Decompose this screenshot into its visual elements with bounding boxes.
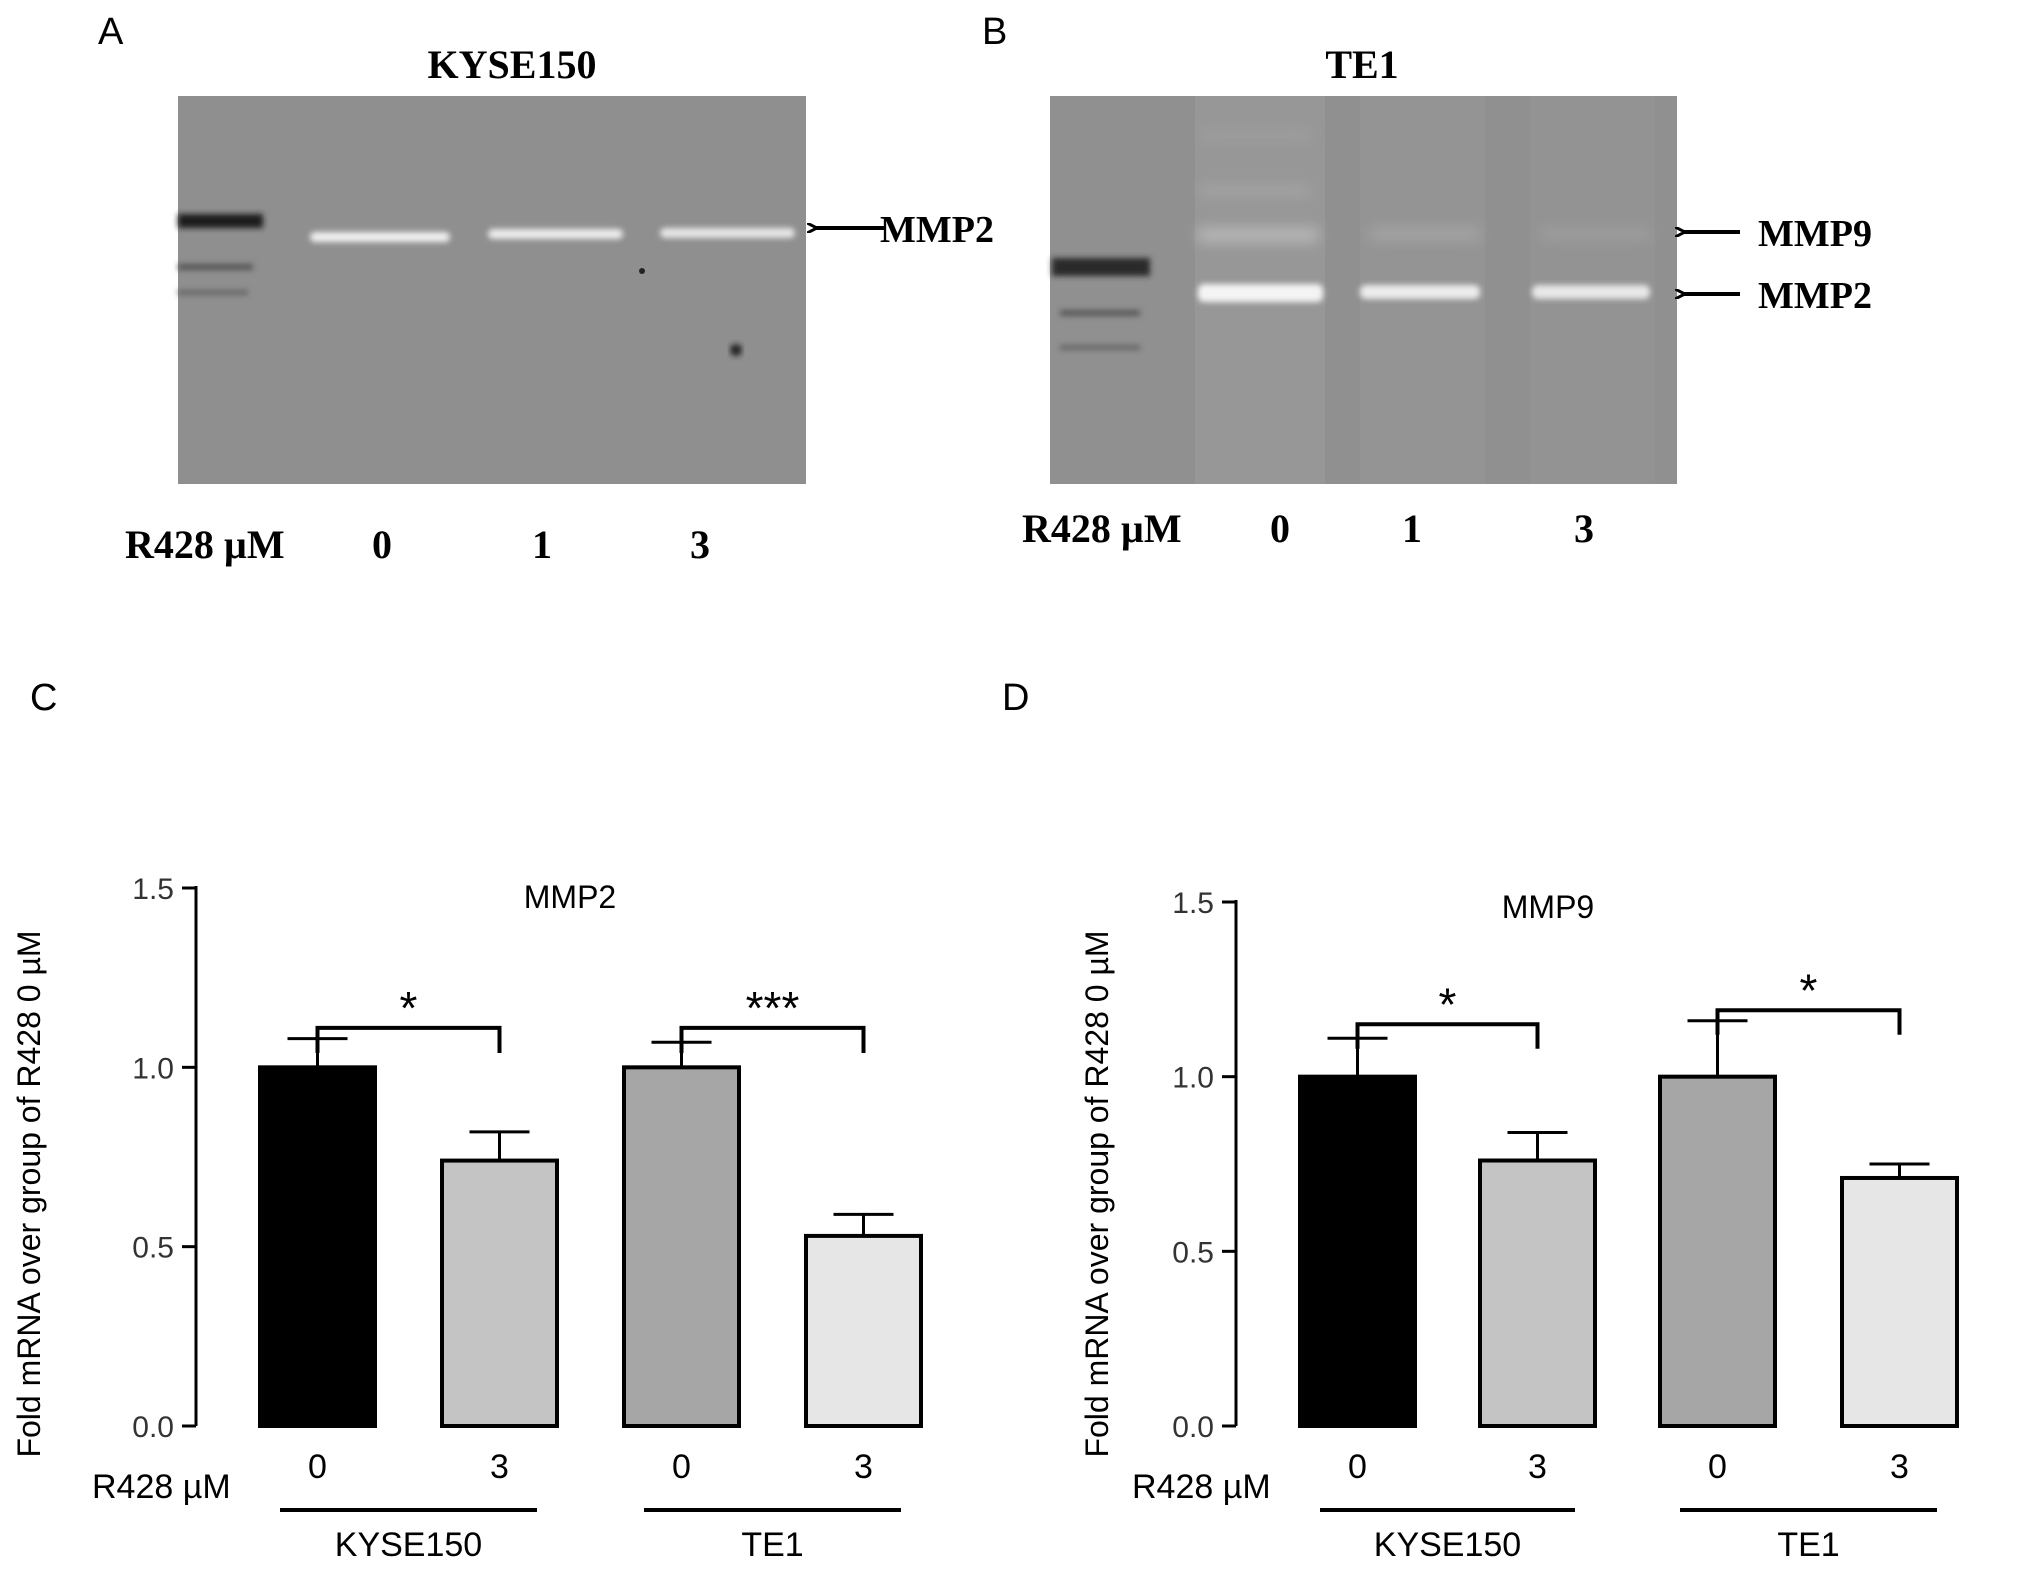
panel-letter-a: A bbox=[98, 11, 124, 53]
group-label: KYSE150 bbox=[335, 1526, 482, 1564]
ladder-band bbox=[178, 214, 263, 228]
panel-letter-c: C bbox=[30, 677, 57, 719]
group-label: TE1 bbox=[1777, 1526, 1839, 1564]
lane-label: 0 bbox=[1270, 506, 1290, 551]
band-label-mmp2: MMP2 bbox=[1758, 275, 1872, 317]
panel-b: B TE1 MMP9 MMP2 R428 µM 0 1 3 bbox=[982, 11, 1872, 551]
chart-title: MMP2 bbox=[524, 879, 616, 915]
x-category-label: 0 bbox=[672, 1448, 691, 1486]
x-category-label: 0 bbox=[308, 1448, 327, 1486]
band-mmp2-lane-1 bbox=[488, 229, 623, 239]
y-tick-label: 1.0 bbox=[1172, 1062, 1214, 1095]
band-mmp2-lane-0 bbox=[1198, 284, 1323, 302]
y-axis-label: Fold mRNA over group of R428 0 µM bbox=[1079, 930, 1115, 1457]
x-category-label: 0 bbox=[1708, 1448, 1727, 1486]
y-tick-label: 0.0 bbox=[1172, 1411, 1214, 1444]
band-mmp2-lane-1 bbox=[1360, 285, 1480, 299]
chart-mmp2: C MMP2 Fold mRNA over group of R428 0 µM… bbox=[11, 677, 923, 1564]
y-tick-label: 1.0 bbox=[132, 1052, 174, 1085]
group-label: TE1 bbox=[741, 1526, 803, 1564]
y-tick-label: 0.5 bbox=[132, 1232, 174, 1265]
x-axis-label: R428 µM bbox=[1132, 1468, 1271, 1506]
y-tick-label: 0.0 bbox=[132, 1411, 174, 1444]
lane-label: 3 bbox=[1574, 506, 1594, 551]
panel-letter-b: B bbox=[982, 11, 1007, 53]
lane-label: 1 bbox=[1402, 506, 1422, 551]
ladder-band bbox=[178, 290, 248, 295]
lane-axis-label-b: R428 µM bbox=[1022, 506, 1182, 551]
lane-axis-label-a: R428 µM bbox=[125, 522, 285, 567]
band-mmp2-lane-0 bbox=[310, 232, 450, 242]
x-category-label: 3 bbox=[490, 1448, 509, 1486]
significance-label: * bbox=[400, 982, 418, 1034]
band-mmp2-lane-3 bbox=[1532, 285, 1650, 299]
band-mmp9-lane-3 bbox=[1540, 228, 1650, 240]
x-category-label: 3 bbox=[854, 1448, 873, 1486]
gel-title-kyse150: KYSE150 bbox=[428, 42, 597, 87]
gel-title-te1: TE1 bbox=[1325, 42, 1398, 87]
significance-bracket bbox=[315, 1025, 502, 1053]
panel-letter-d: D bbox=[1002, 677, 1029, 719]
significance-bracket bbox=[1355, 1022, 1540, 1049]
bar bbox=[258, 1065, 377, 1429]
significance-label: * bbox=[1439, 978, 1457, 1030]
ladder-band bbox=[1060, 310, 1140, 316]
bar bbox=[440, 1158, 559, 1428]
significance-label: * bbox=[1800, 964, 1818, 1016]
chart-mmp9: D MMP9 Fold mRNA over group of R428 0 µM… bbox=[1002, 677, 1959, 1564]
significance-bracket bbox=[1715, 1008, 1902, 1035]
y-axis-label: Fold mRNA over group of R428 0 µM bbox=[11, 930, 47, 1457]
gel-a-image bbox=[178, 96, 806, 484]
band-mmp2-lane-3 bbox=[660, 228, 795, 238]
band-mmp9-lane-0 bbox=[1198, 228, 1318, 242]
bar bbox=[1658, 1074, 1777, 1428]
bar bbox=[1478, 1158, 1597, 1429]
lane-label: 0 bbox=[372, 522, 392, 567]
panel-a: A KYSE150 MMP2 R428 µM 0 1 3 bbox=[98, 11, 994, 567]
ladder-band bbox=[178, 264, 253, 270]
significance-bracket bbox=[679, 1025, 866, 1053]
y-tick-label: 1.5 bbox=[132, 873, 174, 906]
lane-label: 3 bbox=[690, 522, 710, 567]
x-axis-label: R428 µM bbox=[92, 1468, 231, 1506]
group-label: KYSE150 bbox=[1374, 1526, 1521, 1564]
bar bbox=[1840, 1175, 1959, 1429]
bar bbox=[1298, 1074, 1417, 1428]
x-category-label: 3 bbox=[1890, 1448, 1909, 1486]
lane-label: 1 bbox=[532, 522, 552, 567]
band-mmp9-lane-1 bbox=[1370, 228, 1480, 240]
x-category-label: 0 bbox=[1348, 1448, 1367, 1486]
y-tick-label: 0.5 bbox=[1172, 1236, 1214, 1269]
significance-label: *** bbox=[746, 982, 800, 1034]
band-label-mmp9: MMP9 bbox=[1758, 213, 1872, 255]
bar bbox=[622, 1065, 741, 1429]
x-category-label: 3 bbox=[1528, 1448, 1547, 1486]
bar bbox=[804, 1233, 923, 1428]
chart-title: MMP9 bbox=[1502, 889, 1594, 925]
ladder-band bbox=[1060, 345, 1140, 350]
band-label-mmp2: MMP2 bbox=[880, 209, 994, 251]
ladder-band bbox=[1052, 258, 1150, 276]
y-tick-label: 1.5 bbox=[1172, 887, 1214, 920]
